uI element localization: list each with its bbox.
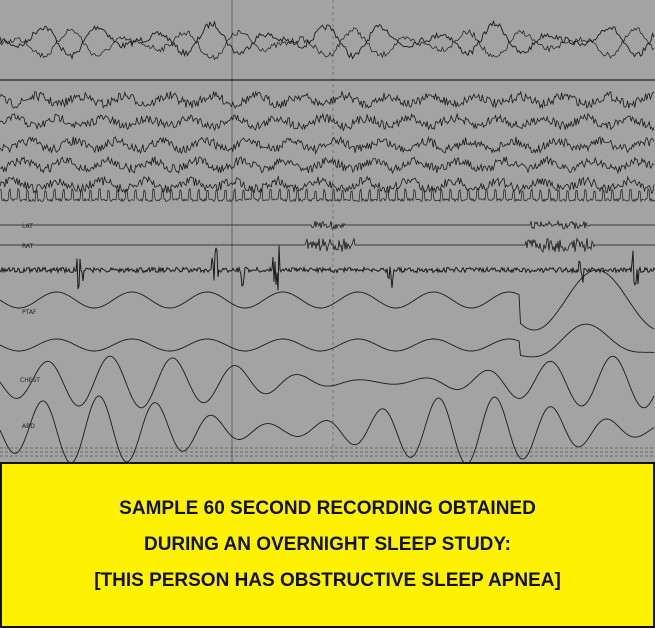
caption-line: DURING AN OVERNIGHT SLEEP STUDY: — [143, 534, 511, 555]
waveform — [0, 323, 655, 358]
waveform — [0, 269, 655, 331]
channel-label: CHEST — [20, 377, 40, 384]
waveform — [0, 112, 655, 132]
waveform — [0, 355, 655, 409]
waveform — [0, 395, 655, 462]
waveform — [0, 237, 655, 254]
waveform — [0, 155, 655, 175]
caption-line: [THIS PERSON HAS OBSTRUCTIVE SLEEP APNEA… — [94, 570, 561, 591]
waveform — [0, 135, 655, 155]
caption-box: SAMPLE 60 SECOND RECORDING OBTAINED DURI… — [0, 462, 655, 628]
channel-label: ABD — [22, 423, 35, 430]
waveform — [0, 90, 655, 109]
channel-label: RAT — [22, 243, 34, 250]
waveform — [0, 187, 655, 203]
recording-background — [0, 0, 655, 462]
channel-label: PTAF — [22, 309, 37, 316]
waveform — [0, 245, 655, 291]
waveform — [0, 175, 655, 195]
waveform — [0, 19, 655, 60]
waveform — [0, 27, 655, 61]
channel-label: LAT — [22, 223, 33, 230]
waveform — [0, 219, 655, 231]
recording: LAT RAT PTAF CHEST ABD — [0, 0, 655, 462]
caption-line: SAMPLE 60 SECOND RECORDING OBTAINED — [119, 498, 536, 519]
